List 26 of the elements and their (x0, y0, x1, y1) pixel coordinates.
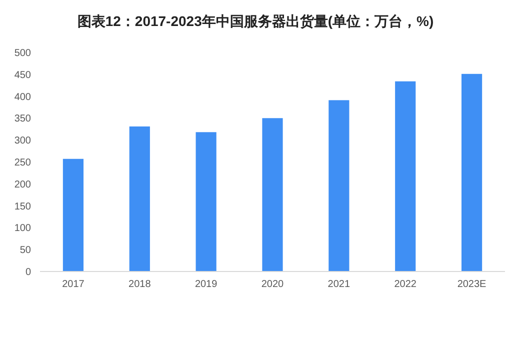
y-tick-label: 50 (20, 245, 32, 256)
y-tick-label: 350 (14, 114, 32, 125)
x-tick-label: 2021 (328, 279, 350, 290)
y-tick-label: 400 (14, 92, 32, 103)
x-tick-label: 2020 (261, 279, 284, 290)
bar (129, 126, 150, 271)
x-tick-label: 2018 (128, 279, 152, 290)
y-tick-label: 450 (14, 70, 32, 81)
x-tick-label: 2023E (457, 279, 487, 290)
chart-title: 图表12：2017-2023年中国服务器出货量(单位：万台，%) (77, 13, 434, 29)
y-tick-label: 150 (14, 201, 32, 212)
y-tick-label: 200 (14, 179, 32, 190)
x-tick-label: 2022 (394, 279, 417, 290)
y-tick-label: 300 (14, 136, 32, 147)
x-tick-label: 2017 (62, 279, 85, 290)
bar (62, 158, 84, 271)
x-tick-label: 2019 (194, 279, 218, 290)
bar (328, 100, 350, 271)
bar (262, 118, 283, 271)
bar (461, 74, 482, 271)
y-tick-label: 100 (14, 223, 32, 234)
bar (196, 132, 216, 271)
y-tick-label: 500 (14, 48, 32, 59)
y-tick-label: 0 (25, 267, 32, 278)
bar (395, 81, 416, 271)
y-tick-label: 250 (14, 158, 32, 168)
